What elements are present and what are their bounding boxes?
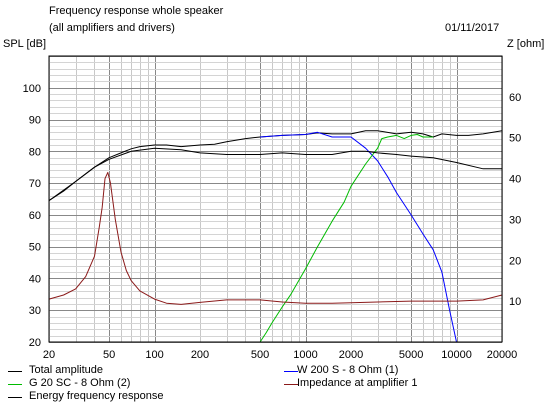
- plot-area-background: [49, 56, 502, 342]
- legend-label-3: G 20 SC - 8 Ohm (2): [29, 377, 131, 389]
- x-tick-label: 20000: [487, 349, 518, 361]
- tick-labels: 20 50 100 200 500 1000 2000 5000 10000 20000 20 30 4…: [23, 83, 522, 361]
- x-tick-label: 2000: [339, 349, 363, 361]
- y2-tick-label: 10: [509, 296, 521, 308]
- legend-swatch-3: [8, 384, 22, 385]
- y2-tick-label: 30: [509, 214, 521, 226]
- chart-subtitle: (all amplifiers and drivers): [49, 22, 175, 34]
- y-tick-label: 60: [29, 210, 41, 222]
- legend-swatch-5: [284, 384, 298, 385]
- legend-swatch-4: [8, 397, 22, 398]
- x-tick-label: 1000: [293, 349, 317, 361]
- y2-tick-label: 40: [509, 174, 521, 186]
- x-tick-label: 20: [43, 349, 55, 361]
- y-tick-label: 50: [29, 242, 41, 254]
- plot-frame: [48, 55, 503, 343]
- y2-tick-label: 50: [509, 133, 521, 145]
- legend-label-4: Energy frequency response: [29, 390, 164, 402]
- series-group: [48, 130, 503, 343]
- y-tick-label: 70: [29, 178, 41, 190]
- x-tick-label: 100: [145, 349, 163, 361]
- legend-label-2: W 200 S - 8 Ohm (1): [297, 364, 399, 376]
- y-tick-label: 40: [29, 273, 41, 285]
- x-tick-label: 500: [251, 349, 269, 361]
- series-line-3: [49, 134, 434, 343]
- x-tick-label: 200: [191, 349, 209, 361]
- x-tick-label: 5000: [399, 349, 423, 361]
- y2-tick-label: 20: [509, 255, 521, 267]
- y-tick-label: 90: [29, 115, 41, 127]
- series-line-5: [48, 171, 503, 305]
- y2-tick-label: 60: [509, 92, 521, 104]
- y2-axis-label: Z [ohm]: [507, 38, 545, 50]
- series-line-2: [260, 131, 457, 343]
- chart-title: Frequency response whole speaker: [49, 5, 224, 17]
- chart-date: 01/11/2017: [445, 22, 500, 34]
- y-tick-label: 100: [23, 83, 41, 95]
- legend-label-5: Impedance at amplifier 1: [297, 377, 418, 389]
- x-tick-label: 50: [103, 349, 115, 361]
- legend-label-1: Total amplitude: [29, 364, 103, 376]
- y-tick-label: 30: [29, 305, 41, 317]
- x-tick-label: 10000: [441, 349, 472, 361]
- y-axis-label: SPL [dB]: [3, 38, 47, 50]
- y-tick-label: 80: [29, 146, 41, 158]
- legend-swatch-1: [8, 371, 22, 372]
- series-line-4: [48, 147, 502, 202]
- y-tick-label: 20: [29, 337, 41, 349]
- legend-swatch-2: [284, 371, 298, 372]
- grid: [49, 56, 503, 343]
